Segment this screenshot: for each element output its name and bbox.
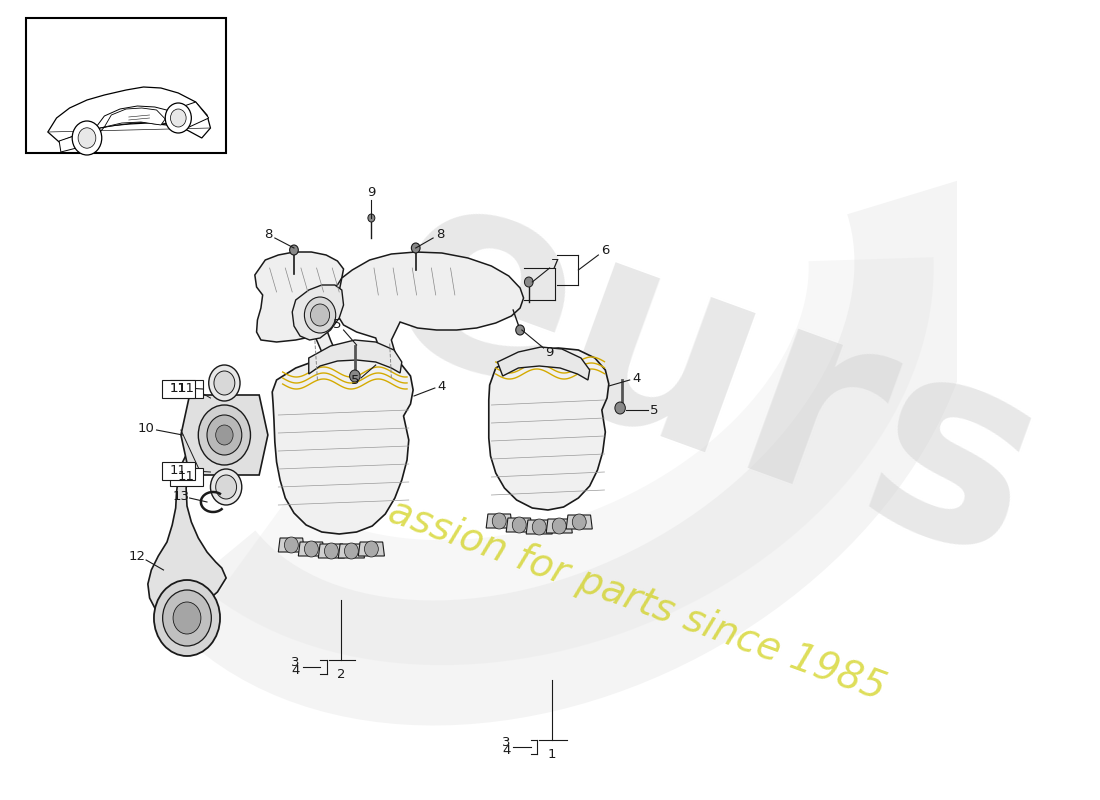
Text: 6: 6 [601, 245, 609, 258]
Text: a passion for parts since 1985: a passion for parts since 1985 [327, 472, 891, 708]
Text: eurs: eurs [353, 142, 1074, 618]
Circle shape [615, 402, 625, 414]
Polygon shape [506, 518, 532, 532]
Circle shape [310, 304, 330, 326]
Polygon shape [47, 87, 210, 142]
Circle shape [305, 297, 336, 333]
Polygon shape [94, 106, 187, 130]
Text: 5: 5 [650, 403, 658, 417]
Text: 4: 4 [632, 371, 641, 385]
Circle shape [367, 214, 375, 222]
FancyBboxPatch shape [169, 380, 202, 398]
Circle shape [73, 121, 102, 155]
Polygon shape [147, 420, 227, 616]
Text: 11: 11 [169, 465, 187, 478]
Polygon shape [497, 347, 590, 380]
Text: 8: 8 [264, 229, 272, 242]
Circle shape [493, 513, 506, 529]
Polygon shape [488, 348, 608, 510]
Text: 7: 7 [551, 258, 559, 270]
Text: 4: 4 [292, 665, 300, 678]
Polygon shape [272, 355, 414, 534]
Polygon shape [255, 252, 346, 385]
Text: 11: 11 [177, 382, 195, 395]
Polygon shape [566, 515, 592, 529]
Polygon shape [298, 542, 324, 556]
Circle shape [572, 514, 586, 530]
Circle shape [513, 517, 526, 533]
Circle shape [207, 415, 242, 455]
Polygon shape [318, 544, 344, 558]
Polygon shape [278, 538, 305, 552]
Circle shape [552, 518, 567, 534]
Text: 11: 11 [169, 382, 187, 395]
FancyBboxPatch shape [26, 18, 227, 153]
Polygon shape [59, 127, 104, 152]
Circle shape [344, 543, 359, 559]
Text: 10: 10 [138, 422, 155, 434]
Text: 8: 8 [436, 229, 444, 242]
Text: 11: 11 [169, 382, 187, 394]
Text: 5: 5 [333, 318, 342, 331]
Polygon shape [309, 340, 402, 374]
Polygon shape [339, 544, 364, 558]
Circle shape [350, 370, 360, 382]
Circle shape [198, 405, 251, 465]
Circle shape [216, 425, 233, 445]
Circle shape [364, 541, 378, 557]
Text: 13: 13 [173, 490, 189, 502]
Text: 3: 3 [292, 657, 300, 670]
Circle shape [210, 469, 242, 505]
Circle shape [289, 245, 298, 255]
Circle shape [324, 543, 339, 559]
Circle shape [305, 541, 318, 557]
Polygon shape [172, 102, 209, 128]
Circle shape [170, 109, 186, 127]
Circle shape [163, 590, 211, 646]
Text: 3: 3 [502, 737, 510, 750]
Text: 9: 9 [546, 346, 554, 358]
Text: 4: 4 [438, 379, 446, 393]
Polygon shape [180, 395, 268, 475]
FancyBboxPatch shape [162, 462, 195, 480]
Text: 1: 1 [548, 749, 557, 762]
Polygon shape [359, 542, 384, 556]
Circle shape [411, 243, 420, 253]
Text: 12: 12 [129, 550, 146, 563]
Polygon shape [293, 285, 343, 340]
Text: 2: 2 [337, 669, 345, 682]
Text: 9: 9 [367, 186, 375, 199]
Circle shape [532, 519, 547, 535]
Polygon shape [104, 108, 165, 127]
Circle shape [173, 602, 201, 634]
Circle shape [516, 325, 525, 335]
Text: 11: 11 [177, 470, 195, 483]
Circle shape [154, 580, 220, 656]
FancyBboxPatch shape [169, 468, 202, 486]
Polygon shape [486, 514, 513, 528]
Circle shape [216, 475, 236, 499]
Polygon shape [547, 519, 572, 533]
Circle shape [285, 537, 298, 553]
Text: 4: 4 [502, 745, 510, 758]
Circle shape [209, 365, 240, 401]
Circle shape [525, 277, 533, 287]
Circle shape [78, 128, 96, 148]
Circle shape [214, 371, 234, 395]
Circle shape [165, 103, 191, 133]
Text: 5: 5 [351, 374, 359, 386]
Polygon shape [338, 252, 524, 378]
Polygon shape [526, 520, 552, 534]
FancyBboxPatch shape [162, 380, 195, 398]
